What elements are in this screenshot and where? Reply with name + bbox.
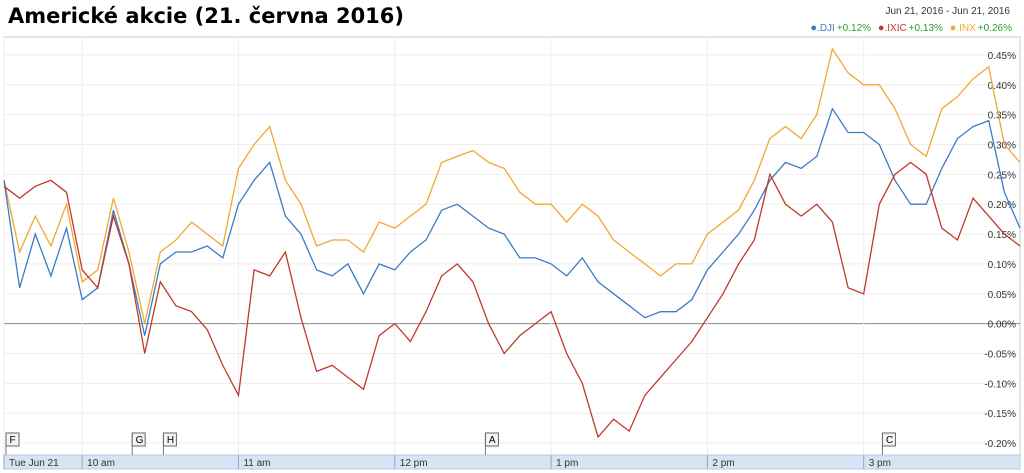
series-line-inx (3, 47, 1021, 324)
y-tick-label: 0.15% (988, 230, 1016, 241)
series-line-ixic (3, 161, 1021, 439)
legend-item-inx[interactable]: ●.INX +0.26% (949, 22, 1012, 34)
x-tick-label: 11 am (243, 458, 270, 469)
legend-series-change: +0.12% (836, 23, 872, 34)
legend-item-ixic[interactable]: ●.IXIC +0.13% (877, 22, 946, 34)
event-flag-label: H (167, 435, 174, 446)
x-tick-label: 3 pm (869, 458, 891, 469)
y-tick-label: -0.20% (984, 439, 1016, 450)
event-flag-label: F (10, 435, 16, 446)
event-flag[interactable]: F (5, 432, 20, 455)
event-flag-box (5, 432, 20, 447)
y-tick-label: 0.40% (988, 81, 1016, 92)
legend-dot-icon: ● (877, 22, 885, 34)
y-tick-label: 0.30% (988, 140, 1016, 151)
legend-series-change: +0.26% (977, 23, 1012, 34)
event-flag-label: C (886, 435, 893, 446)
y-tick-label: -0.15% (984, 409, 1016, 420)
series-line-dji (3, 107, 1021, 336)
y-tick-label: 0.20% (988, 200, 1016, 211)
event-flag-label: G (136, 435, 144, 446)
event-flag-box (484, 432, 499, 447)
legend-series-name: .DJI (817, 23, 835, 34)
event-flag-box (131, 432, 146, 447)
event-flag-label: A (489, 435, 496, 446)
y-tick-label: -0.10% (984, 379, 1016, 390)
x-tick-label: 2 pm (712, 458, 734, 469)
x-tick-label: 12 pm (400, 458, 428, 469)
event-flag-box (162, 432, 177, 447)
y-tick-label: 0.35% (988, 111, 1016, 122)
event-flag[interactable]: A (484, 432, 499, 455)
y-tick-label: 0.10% (988, 260, 1016, 271)
page-title: Americké akcie (21. června 2016) (8, 4, 404, 28)
y-tick-label: 0.05% (988, 290, 1016, 301)
y-tick-label: 0.45% (988, 51, 1016, 62)
y-tick-label: 0.25% (988, 170, 1016, 181)
legend-series-change: +0.13% (908, 23, 943, 34)
legend-dot-icon: ● (949, 22, 957, 34)
x-tick-label: Tue Jun 21 (9, 458, 59, 469)
y-tick-label: 0.00% (988, 320, 1016, 331)
legend-series-name: .INX (956, 23, 976, 34)
date-range: Jun 21, 2016 - Jun 21, 2016 (885, 6, 1010, 17)
event-flag[interactable]: G (131, 432, 146, 455)
chart-legend: ●.DJI +0.12% ●.IXIC +0.13% ●.INX +0.26% (806, 22, 1012, 34)
x-tick-label: 1 pm (556, 458, 578, 469)
x-tick-label: 10 am (87, 458, 115, 469)
legend-series-name: .IXIC (884, 23, 907, 34)
legend-item-dji[interactable]: ●.DJI +0.12% (810, 22, 873, 34)
event-flag[interactable]: C (881, 432, 896, 455)
x-axis-bar (3, 454, 1021, 470)
event-flag-box (881, 432, 896, 447)
y-tick-label: -0.05% (984, 349, 1016, 360)
event-flag[interactable]: H (162, 432, 177, 455)
legend-dot-icon: ● (810, 22, 818, 34)
